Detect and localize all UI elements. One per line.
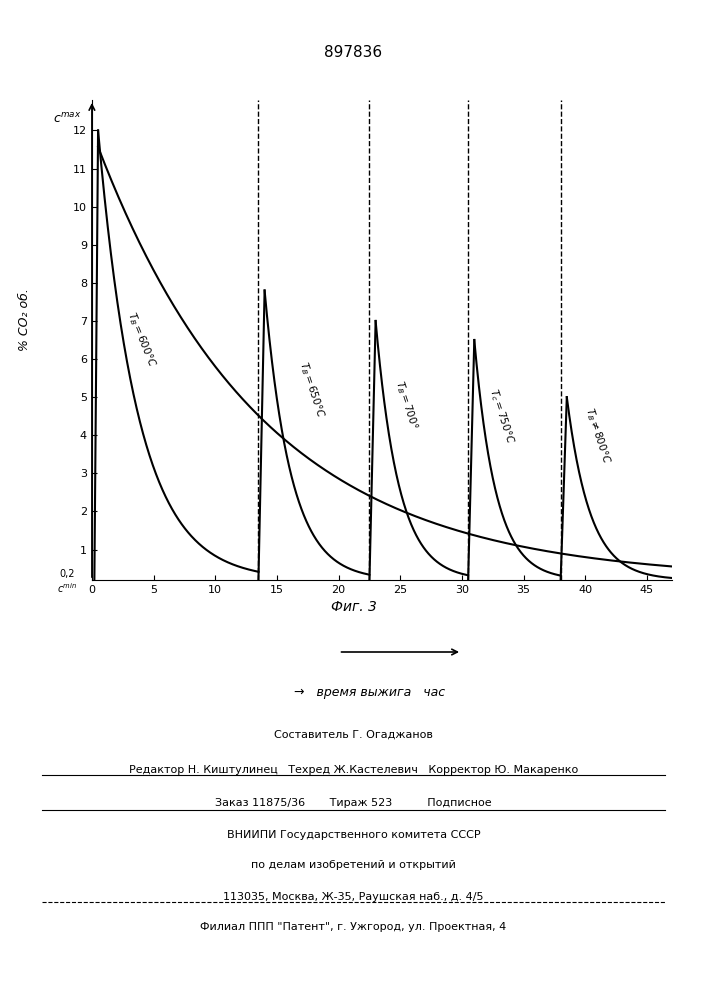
Text: по делам изобретений и открытий: по делам изобретений и открытий [251, 860, 456, 870]
Text: $T_B = 650°C$: $T_B = 650°C$ [296, 360, 327, 419]
Text: $T_B \neq 800°C$: $T_B \neq 800°C$ [582, 405, 613, 465]
Text: Филиал ППП "Патент", г. Ужгород, ул. Проектная, 4: Филиал ППП "Патент", г. Ужгород, ул. Про… [200, 922, 507, 932]
Text: $T_B = 600°C$: $T_B = 600°C$ [124, 310, 158, 370]
Text: 113035, Москва, Ж-35, Раушская наб., д. 4/5: 113035, Москва, Ж-35, Раушская наб., д. … [223, 892, 484, 902]
Text: Редактор Н. Киштулинец   Техред Ж.Кастелевич   Корректор Ю. Макаренко: Редактор Н. Киштулинец Техред Ж.Кастелев… [129, 765, 578, 775]
Text: % CO₂ об.: % CO₂ об. [18, 289, 31, 351]
Text: Заказ 11875/36       Тираж 523          Подписное: Заказ 11875/36 Тираж 523 Подписное [215, 798, 492, 808]
Text: Составитель Г. Огаджанов: Составитель Г. Огаджанов [274, 730, 433, 740]
Text: $c^{max}$: $c^{max}$ [54, 111, 82, 125]
Text: $T_B = 700°$: $T_B = 700°$ [392, 379, 421, 431]
Text: ВНИИПИ Государственного комитета СССР: ВНИИПИ Государственного комитета СССР [227, 830, 480, 840]
Text: →   время выжига   час: → время выжига час [294, 686, 445, 699]
Text: 0,2
$c^{min}$: 0,2 $c^{min}$ [57, 569, 77, 595]
Text: $T_c = 750°C$: $T_c = 750°C$ [486, 387, 517, 446]
Text: 897836: 897836 [325, 45, 382, 60]
Text: Фиг. 3: Фиг. 3 [331, 600, 376, 614]
